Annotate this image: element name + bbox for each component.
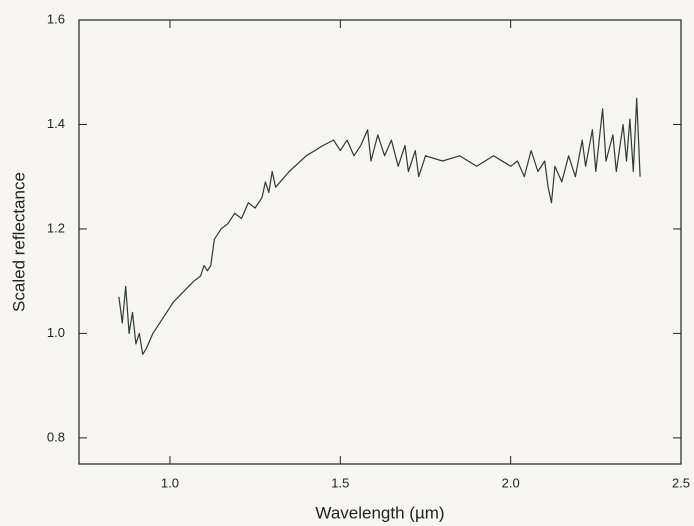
y-tick-label: 1.0 [47, 325, 65, 340]
y-tick-label: 0.8 [47, 429, 65, 444]
plot-frame [78, 19, 682, 465]
y-tick-label: 1.6 [47, 11, 65, 26]
x-tick-label: 1.5 [331, 475, 349, 490]
y-axis-title: Scaled reflectance [9, 172, 28, 312]
x-tick-label: 1.0 [161, 475, 179, 490]
x-tick-label: 2.5 [672, 475, 690, 490]
spectrum-line [118, 97, 641, 355]
x-tick-label: 2.0 [502, 475, 520, 490]
x-axis-title: Wavelength (µm) [315, 503, 444, 522]
y-tick-label: 1.2 [47, 220, 65, 235]
y-tick-label: 1.4 [47, 116, 65, 131]
